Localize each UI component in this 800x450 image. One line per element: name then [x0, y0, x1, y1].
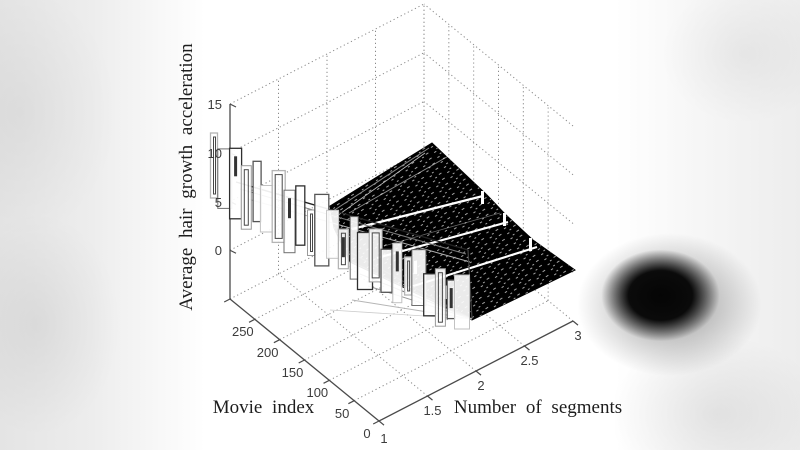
- spike-panel-inner-outline: [274, 174, 283, 239]
- spike-panel-outline: [454, 274, 470, 330]
- grid-line-floor: [279, 239, 474, 341]
- grid-line-floor: [329, 279, 524, 381]
- movie-axis-tick: [273, 339, 280, 344]
- grid-line-wall: [423, 101, 574, 224]
- segments-tick-label-1.5: 1.5: [423, 403, 442, 418]
- segments-axis-tick: [572, 320, 579, 326]
- movie-axis-tick: [323, 379, 330, 384]
- spike-panel-inner-outline: [310, 213, 313, 252]
- spike-panel-outline: [283, 189, 296, 254]
- spike-panel-outline: [423, 273, 437, 317]
- spike-panel-dark-bar: [288, 198, 291, 219]
- movie-tick-label-0: 0: [363, 426, 371, 441]
- segments-tick-label-2.5: 2.5: [520, 353, 539, 368]
- spike-panel-inner-outline: [340, 232, 346, 266]
- surface-mesh-highlight: [348, 153, 453, 214]
- grid-line-floor: [278, 273, 428, 397]
- z-tick-label-10: 10: [207, 145, 222, 161]
- surface-slope-line: [332, 147, 430, 212]
- grid-line-wall: [229, 3, 425, 105]
- spike-panel-outline: [240, 165, 252, 230]
- spike-panel-outline: [380, 248, 393, 293]
- surface-step-face: [481, 191, 484, 204]
- segments-tick-label-1: 1: [380, 431, 388, 446]
- segments-axis-label: Number of segments: [453, 397, 623, 418]
- movie-axis-tick: [372, 420, 380, 425]
- spike-panel-dark-bar: [341, 237, 345, 258]
- movie-tick-label-150: 150: [281, 365, 304, 380]
- movie-axis-tick: [348, 400, 355, 405]
- movie-tick-label-200: 200: [256, 344, 279, 360]
- surface-step-face: [503, 213, 506, 226]
- movie-axis-tick: [248, 318, 256, 323]
- spike-panel-inner-outline: [437, 272, 443, 323]
- z-tick-label-15: 15: [207, 97, 222, 112]
- spike-panel-dark-bar: [234, 156, 238, 177]
- spike-panel-outline: [271, 169, 286, 244]
- movie-index-axis-label: Movie index: [212, 397, 315, 418]
- surface-step-face: [529, 238, 532, 251]
- spike-panel-outline: [434, 268, 446, 327]
- grid-line-wall: [229, 101, 425, 202]
- movie-tick-label-100: 100: [306, 385, 329, 401]
- spike-panel-inner-outline: [243, 169, 249, 226]
- segments-axis-tick: [378, 420, 385, 426]
- segments-tick-label-2: 2: [477, 378, 485, 393]
- movie-tick-label-250: 250: [231, 324, 254, 340]
- spike-panel-outline: [392, 242, 403, 304]
- segments-axis-tick: [427, 395, 433, 401]
- grid-line-wall: [423, 3, 574, 127]
- spike-panel-outline: [368, 228, 383, 283]
- segments-axis-tick: [475, 370, 482, 376]
- spike-panel-inner-outline: [371, 232, 380, 279]
- grid-line-floor: [353, 300, 549, 402]
- z-axis-tick: [229, 249, 237, 254]
- grid-line-wall: [229, 52, 425, 154]
- z-tick-label-5: 5: [214, 194, 222, 210]
- movie-tick-label-50: 50: [334, 405, 350, 421]
- grid-line-wall: [423, 52, 574, 176]
- segments-axis-tick: [524, 345, 530, 351]
- movie-axis-tick: [298, 359, 305, 364]
- spike-panel-dark-bar: [395, 251, 399, 272]
- spike-panel-inner-outline: [213, 136, 216, 195]
- spike-panel-inner-outline: [407, 260, 411, 292]
- z-axis-label: Average hair growth acceleration: [176, 43, 197, 311]
- grid-line-floor: [304, 259, 499, 361]
- spike-panel-dark-bar: [449, 288, 453, 309]
- surface-slope-line: [336, 152, 426, 217]
- surface-mesh-highlight: [383, 212, 501, 247]
- z-tick-label-0: 0: [214, 243, 222, 259]
- movie-axis-tick: [223, 298, 231, 303]
- z-axis-tick: [229, 103, 237, 108]
- spike-panel-outline: [326, 209, 340, 259]
- spike-panel-outline: [295, 185, 306, 246]
- segments-tick-label-3: 3: [574, 328, 582, 343]
- surface-band-gap: [351, 194, 484, 231]
